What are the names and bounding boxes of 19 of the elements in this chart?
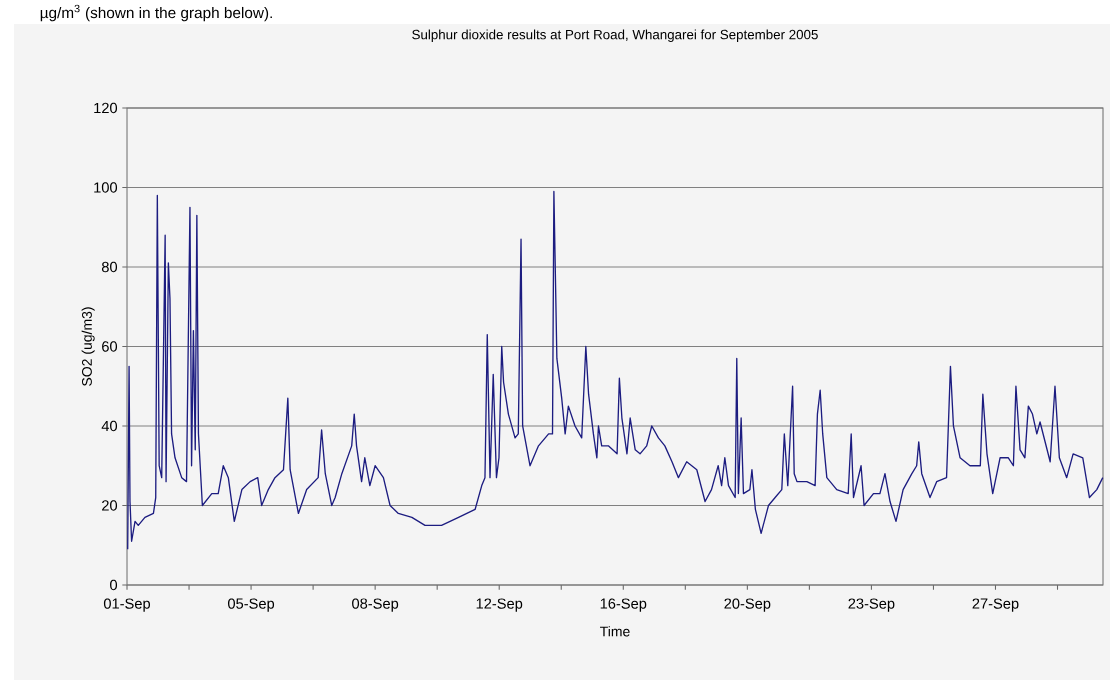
x-tick-label: 08-Sep (352, 598, 399, 612)
y-axis-title: SO2 (ug/m3) (81, 307, 95, 386)
y-tick-label: 40 (101, 420, 118, 432)
chart-title: Sulphur dioxide results at Port Road, Whangarei for September 2005 (412, 29, 818, 42)
y-tick-label: 60 (102, 341, 118, 352)
x-tick-label: 12-Sep (476, 598, 523, 612)
x-tick-label: 16-Sep (600, 598, 647, 612)
x-tick-label: 20-Sep (724, 598, 771, 612)
y-tick-label: 20 (102, 500, 118, 511)
y-tick-label: 0 (110, 579, 118, 591)
x-tick-label: 27-Sep (972, 598, 1019, 612)
text: µg/m$^{3}$ (shown in the graph below). (40, 4, 272, 22)
x-axis-title: Time (600, 626, 630, 637)
x-tick-label: 01-Sep (103, 598, 151, 612)
x-tick-label: 23-Sep (848, 598, 895, 612)
y-tick-label: 80 (101, 261, 118, 273)
y-tick-label: 100 (94, 182, 118, 193)
x-tick-label: 05-Sep (227, 598, 275, 612)
y-tick-label: 120 (94, 102, 118, 114)
